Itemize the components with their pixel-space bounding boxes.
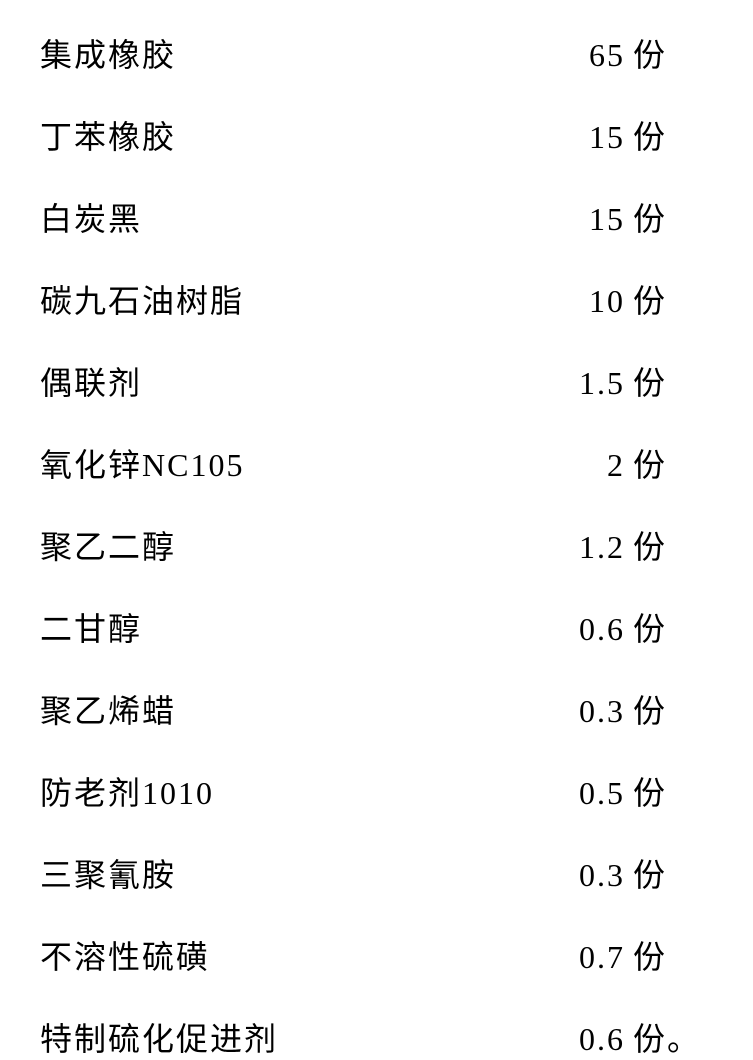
ingredient-unit: 份 bbox=[633, 522, 713, 568]
ingredient-row: 丁苯橡胶15份 bbox=[40, 112, 713, 158]
ingredient-amount: 1.2 bbox=[176, 529, 633, 566]
ingredient-name: 白炭黑 bbox=[40, 194, 142, 240]
ingredient-amount: 0.5 bbox=[214, 775, 633, 812]
ingredient-amount: 0.3 bbox=[176, 693, 633, 730]
ingredient-amount: 0.3 bbox=[176, 857, 633, 894]
ingredient-unit: 份 bbox=[633, 850, 713, 896]
ingredient-row: 集成橡胶65份 bbox=[40, 30, 713, 76]
ingredient-unit: 份 bbox=[633, 686, 713, 732]
ingredient-name: 集成橡胶 bbox=[40, 30, 176, 76]
ingredient-amount: 0.6 bbox=[278, 1021, 633, 1058]
ingredient-row: 不溶性硫磺0.7份 bbox=[40, 932, 713, 978]
ingredient-unit: 份 bbox=[633, 194, 713, 240]
ingredient-amount: 0.7 bbox=[210, 939, 633, 976]
ingredient-row: 聚乙二醇1.2份 bbox=[40, 522, 713, 568]
ingredient-name: 偶联剂 bbox=[40, 358, 142, 404]
ingredient-amount: 15 bbox=[142, 201, 633, 238]
ingredient-row: 二甘醇0.6份 bbox=[40, 604, 713, 650]
ingredient-row: 特制硫化促进剂0.6份。 bbox=[40, 1014, 713, 1060]
ingredient-unit: 份。 bbox=[633, 1014, 713, 1060]
ingredient-unit: 份 bbox=[633, 112, 713, 158]
ingredient-row: 氧化锌NC1052份 bbox=[40, 440, 713, 486]
ingredient-amount: 2 bbox=[244, 447, 633, 484]
ingredient-name: 丁苯橡胶 bbox=[40, 112, 176, 158]
ingredient-unit: 份 bbox=[633, 440, 713, 486]
ingredient-amount: 0.6 bbox=[142, 611, 633, 648]
ingredient-row: 白炭黑15份 bbox=[40, 194, 713, 240]
ingredient-name: 碳九石油树脂 bbox=[40, 276, 244, 322]
ingredient-list: 集成橡胶65份丁苯橡胶15份白炭黑15份碳九石油树脂10份偶联剂1.5份氧化锌N… bbox=[40, 30, 713, 1060]
ingredient-name: 聚乙烯蜡 bbox=[40, 686, 176, 732]
ingredient-row: 碳九石油树脂10份 bbox=[40, 276, 713, 322]
ingredient-row: 三聚氰胺0.3份 bbox=[40, 850, 713, 896]
ingredient-unit: 份 bbox=[633, 358, 713, 404]
ingredient-row: 防老剂10100.5份 bbox=[40, 768, 713, 814]
ingredient-name: 三聚氰胺 bbox=[40, 850, 176, 896]
ingredient-name: 二甘醇 bbox=[40, 604, 142, 650]
ingredient-unit: 份 bbox=[633, 932, 713, 978]
ingredient-name: 防老剂1010 bbox=[40, 768, 214, 814]
ingredient-amount: 10 bbox=[244, 283, 633, 320]
ingredient-name: 特制硫化促进剂 bbox=[40, 1014, 278, 1060]
ingredient-name: 聚乙二醇 bbox=[40, 522, 176, 568]
ingredient-row: 偶联剂1.5份 bbox=[40, 358, 713, 404]
ingredient-unit: 份 bbox=[633, 276, 713, 322]
ingredient-unit: 份 bbox=[633, 768, 713, 814]
ingredient-unit: 份 bbox=[633, 604, 713, 650]
ingredient-amount: 1.5 bbox=[142, 365, 633, 402]
ingredient-unit: 份 bbox=[633, 30, 713, 76]
ingredient-row: 聚乙烯蜡0.3份 bbox=[40, 686, 713, 732]
ingredient-name: 氧化锌NC105 bbox=[40, 440, 244, 486]
ingredient-amount: 15 bbox=[176, 119, 633, 156]
ingredient-amount: 65 bbox=[176, 37, 633, 74]
ingredient-name: 不溶性硫磺 bbox=[40, 932, 210, 978]
